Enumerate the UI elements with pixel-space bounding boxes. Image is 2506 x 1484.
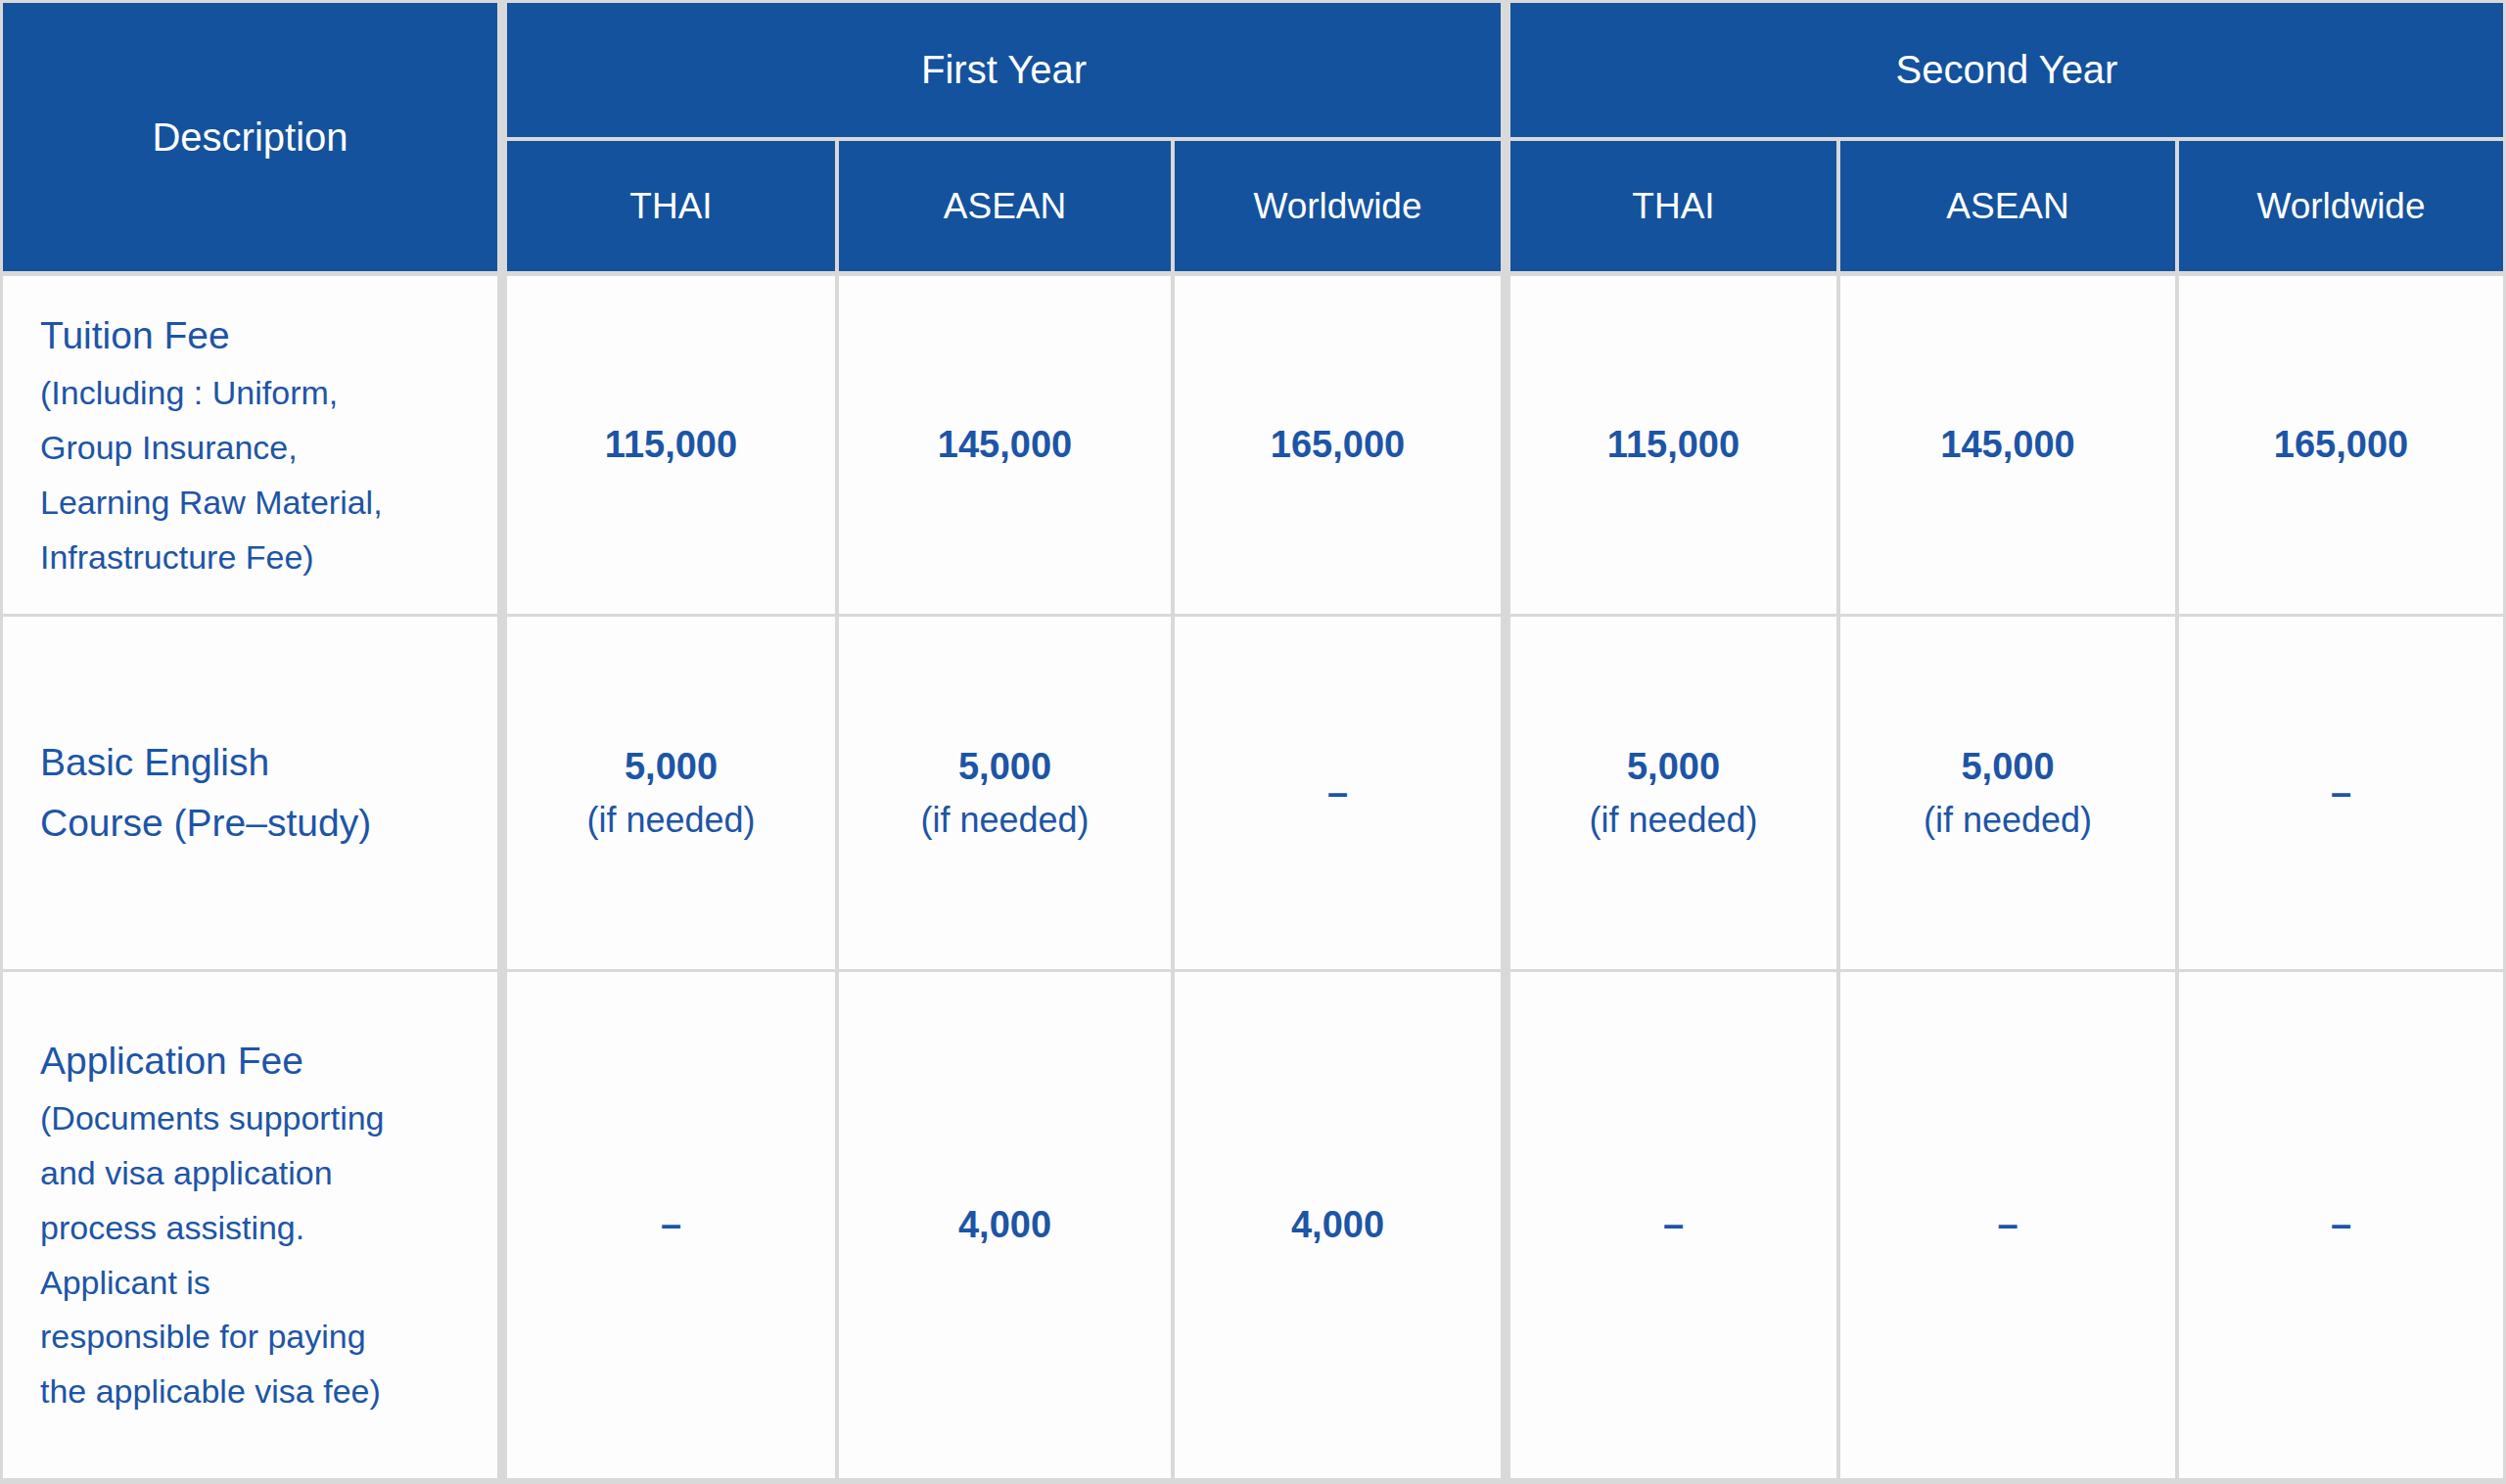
column-header-first-year-worldwide: Worldwide — [1175, 141, 1501, 271]
amount: 5,000 — [1961, 739, 2054, 795]
amount: – — [1997, 1197, 2018, 1253]
amount: – — [1327, 765, 1348, 821]
amount: 5,000 — [625, 739, 718, 795]
amount-note: (if needed) — [1924, 795, 2092, 846]
row-details: (Documents supporting and visa applicati… — [40, 1091, 388, 1419]
value-cell: – — [2179, 972, 2503, 1478]
amount-note: (if needed) — [586, 795, 755, 846]
row-details: (Including : Uniform, Group Insurance, L… — [40, 366, 388, 584]
amount: 5,000 — [1627, 739, 1720, 795]
second-year-group-header: Second Year — [1510, 3, 2503, 137]
row-title: Basic English Course (Pre–study) — [40, 732, 388, 855]
value-cell: 165,000 — [2179, 276, 2503, 614]
column-header-first-year-thai: THAI — [507, 141, 835, 271]
value-cell: 4,000 — [1175, 972, 1501, 1478]
value-cell: 5,000 (if needed) — [839, 617, 1171, 969]
value-cell: 5,000 (if needed) — [507, 617, 835, 969]
amount: – — [2331, 1197, 2351, 1253]
row-description-tuition-fee: Tuition Fee (Including : Uniform, Group … — [3, 276, 497, 614]
row-description-application-fee: Application Fee (Documents supporting an… — [3, 972, 497, 1478]
value-cell: 115,000 — [1510, 276, 1836, 614]
value-cell: – — [2179, 617, 2503, 969]
row-title: Application Fee — [40, 1031, 388, 1091]
amount: 145,000 — [1940, 417, 2074, 473]
amount: 4,000 — [1291, 1197, 1384, 1253]
row-title: Tuition Fee — [40, 305, 388, 366]
value-cell: – — [1175, 617, 1501, 969]
amount: – — [661, 1197, 681, 1253]
value-cell: 5,000 (if needed) — [1840, 617, 2175, 969]
value-cell: 115,000 — [507, 276, 835, 614]
amount: 165,000 — [1271, 417, 1405, 473]
value-cell: 4,000 — [839, 972, 1171, 1478]
column-header-second-year-thai: THAI — [1510, 141, 1836, 271]
first-year-group-header: First Year — [507, 3, 1501, 137]
description-column-header: Description — [3, 3, 497, 271]
column-header-second-year-worldwide: Worldwide — [2179, 141, 2503, 271]
amount-note: (if needed) — [920, 795, 1089, 846]
column-header-first-year-asean: ASEAN — [839, 141, 1171, 271]
amount-note: (if needed) — [1589, 795, 1757, 846]
value-cell: 165,000 — [1175, 276, 1501, 614]
amount: 115,000 — [1607, 417, 1740, 473]
value-cell: – — [507, 972, 835, 1478]
amount: 145,000 — [938, 417, 1072, 473]
column-header-second-year-asean: ASEAN — [1840, 141, 2175, 271]
amount: 4,000 — [958, 1197, 1051, 1253]
amount: 115,000 — [605, 417, 737, 473]
amount: – — [2331, 765, 2351, 821]
row-description-basic-english-course: Basic English Course (Pre–study) — [3, 617, 497, 969]
tuition-fee-table: Description First Year Second Year THAI … — [0, 0, 2506, 1484]
amount: 165,000 — [2274, 417, 2408, 473]
value-cell: 145,000 — [839, 276, 1171, 614]
value-cell: – — [1840, 972, 2175, 1478]
value-cell: 5,000 (if needed) — [1510, 617, 1836, 969]
value-cell: – — [1510, 972, 1836, 1478]
value-cell: 145,000 — [1840, 276, 2175, 614]
amount: 5,000 — [958, 739, 1051, 795]
amount: – — [1663, 1197, 1684, 1253]
